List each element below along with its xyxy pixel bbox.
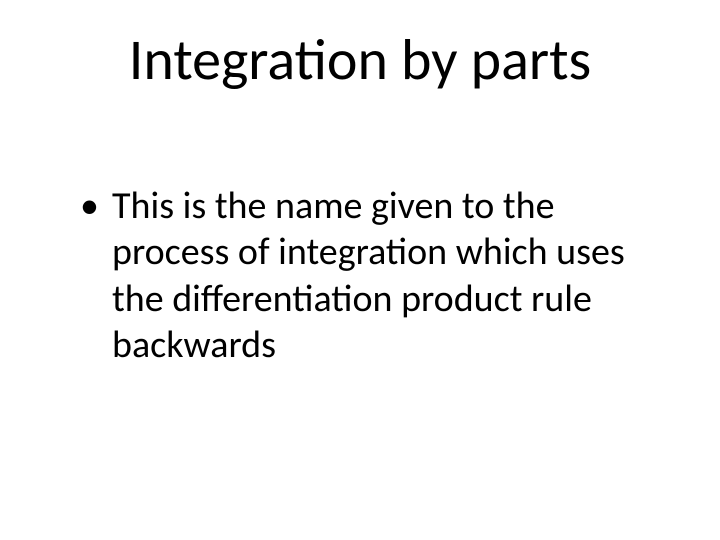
bullet-item: This is the name given to the process of… <box>88 183 660 368</box>
slide-body-list: This is the name given to the process of… <box>60 183 660 368</box>
slide-title: Integration by parts <box>60 24 660 95</box>
